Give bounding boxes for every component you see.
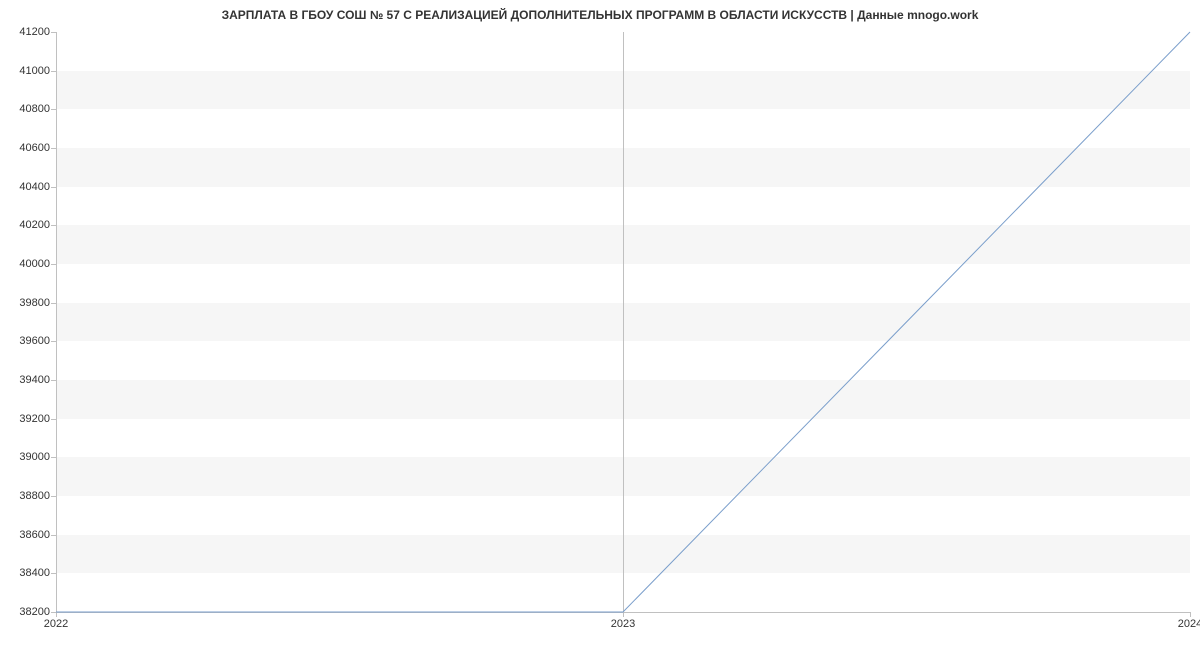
ytick-label: 40400: [19, 181, 50, 193]
ytick-label: 41200: [19, 26, 50, 38]
ytick-label: 39400: [19, 374, 50, 386]
ytick-label: 40800: [19, 103, 50, 115]
chart-container: ЗАРПЛАТА В ГБОУ СОШ № 57 С РЕАЛИЗАЦИЕЙ Д…: [0, 0, 1200, 650]
ytick-label: 39600: [19, 335, 50, 347]
ytick-label: 39000: [19, 451, 50, 463]
xtick-label: 2024: [1178, 618, 1200, 630]
ytick-label: 38400: [19, 567, 50, 579]
ytick-label: 39200: [19, 413, 50, 425]
xtick-mark: [1190, 612, 1191, 617]
ytick-label: 39800: [19, 297, 50, 309]
xtick-label: 2022: [44, 618, 68, 630]
ytick-label: 38800: [19, 490, 50, 502]
line-layer: [56, 32, 1190, 612]
ytick-label: 40600: [19, 142, 50, 154]
ytick-label: 40000: [19, 258, 50, 270]
plot-area: 3820038400386003880039000392003940039600…: [56, 32, 1190, 612]
series-line: [56, 32, 1190, 612]
ytick-label: 38600: [19, 529, 50, 541]
ytick-label: 41000: [19, 65, 50, 77]
chart-title: ЗАРПЛАТА В ГБОУ СОШ № 57 С РЕАЛИЗАЦИЕЙ Д…: [0, 8, 1200, 22]
xtick-label: 2023: [611, 618, 635, 630]
ytick-label: 40200: [19, 219, 50, 231]
ytick-label: 38200: [19, 606, 50, 618]
